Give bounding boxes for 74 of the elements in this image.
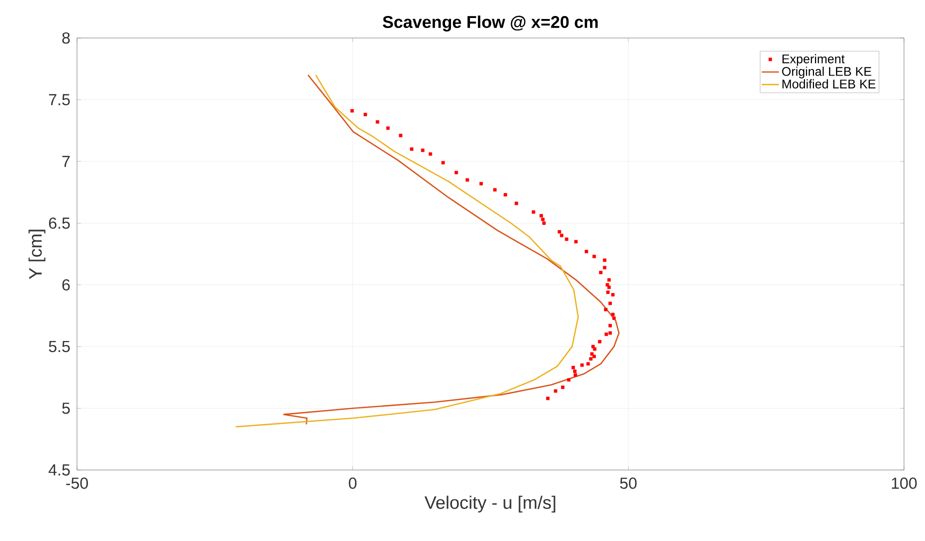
point bbox=[554, 389, 558, 393]
point bbox=[564, 237, 568, 241]
point bbox=[580, 363, 584, 367]
line-series bbox=[235, 74, 579, 428]
point bbox=[493, 188, 497, 192]
point bbox=[604, 332, 608, 336]
point bbox=[560, 234, 564, 238]
point bbox=[611, 293, 615, 296]
y-tick-label: 5 bbox=[62, 402, 70, 414]
point bbox=[606, 290, 610, 294]
point bbox=[428, 152, 432, 156]
y-tick-label: 6 bbox=[62, 279, 70, 291]
point bbox=[599, 270, 602, 274]
point bbox=[572, 366, 575, 370]
legend-label: Original LEB KE bbox=[782, 66, 872, 78]
line-series bbox=[283, 74, 620, 425]
point bbox=[608, 331, 612, 335]
point bbox=[592, 254, 596, 258]
y-tick-label: 5.5 bbox=[48, 340, 70, 352]
point bbox=[592, 354, 596, 358]
point bbox=[574, 373, 578, 377]
point bbox=[612, 316, 616, 320]
point bbox=[514, 202, 518, 206]
point bbox=[591, 344, 595, 348]
y-axis-title: Y [cm] bbox=[28, 230, 46, 280]
point bbox=[504, 193, 508, 196]
x-tick-label: 50 bbox=[620, 478, 637, 489]
legend-label: Experiment bbox=[782, 54, 845, 66]
point bbox=[542, 221, 546, 225]
point bbox=[466, 178, 470, 182]
y-tick-label: 4.5 bbox=[48, 464, 70, 476]
point bbox=[607, 286, 611, 290]
point bbox=[607, 278, 611, 282]
x-tick-label: -50 bbox=[66, 478, 88, 489]
point bbox=[479, 182, 483, 186]
point bbox=[602, 258, 606, 262]
point bbox=[608, 324, 612, 328]
point bbox=[532, 210, 536, 214]
point bbox=[546, 396, 550, 400]
point bbox=[608, 302, 612, 306]
point bbox=[602, 266, 606, 270]
y-tick-label: 6.5 bbox=[49, 217, 70, 229]
legend-label: Modified LEB KE bbox=[782, 79, 876, 88]
point bbox=[364, 112, 368, 116]
point bbox=[573, 370, 577, 373]
point bbox=[558, 230, 562, 234]
point bbox=[454, 170, 458, 174]
point bbox=[350, 109, 354, 113]
point bbox=[441, 160, 445, 164]
point bbox=[561, 386, 564, 390]
x-axis-title: Velocity - u [m/s] bbox=[424, 496, 556, 513]
y-tick-label: 7 bbox=[62, 156, 70, 167]
point bbox=[584, 250, 588, 254]
point bbox=[598, 340, 602, 344]
point bbox=[386, 126, 390, 130]
chart-title: Scavenge Flow @ x=20 cm bbox=[382, 16, 598, 32]
point bbox=[541, 218, 545, 222]
point bbox=[586, 362, 590, 366]
point bbox=[567, 378, 570, 382]
point bbox=[410, 147, 414, 151]
point bbox=[593, 347, 596, 351]
x-tick-label: 100 bbox=[892, 478, 917, 489]
point bbox=[604, 308, 608, 312]
point bbox=[420, 148, 424, 152]
point bbox=[540, 214, 543, 218]
point bbox=[590, 352, 594, 356]
point bbox=[589, 357, 593, 361]
x-tick-label: 0 bbox=[348, 478, 356, 489]
point bbox=[376, 120, 380, 124]
y-tick-label: 7.5 bbox=[49, 94, 70, 106]
point bbox=[611, 312, 615, 316]
point bbox=[574, 240, 578, 244]
point bbox=[398, 134, 402, 138]
y-tick-label: 8 bbox=[62, 32, 70, 44]
